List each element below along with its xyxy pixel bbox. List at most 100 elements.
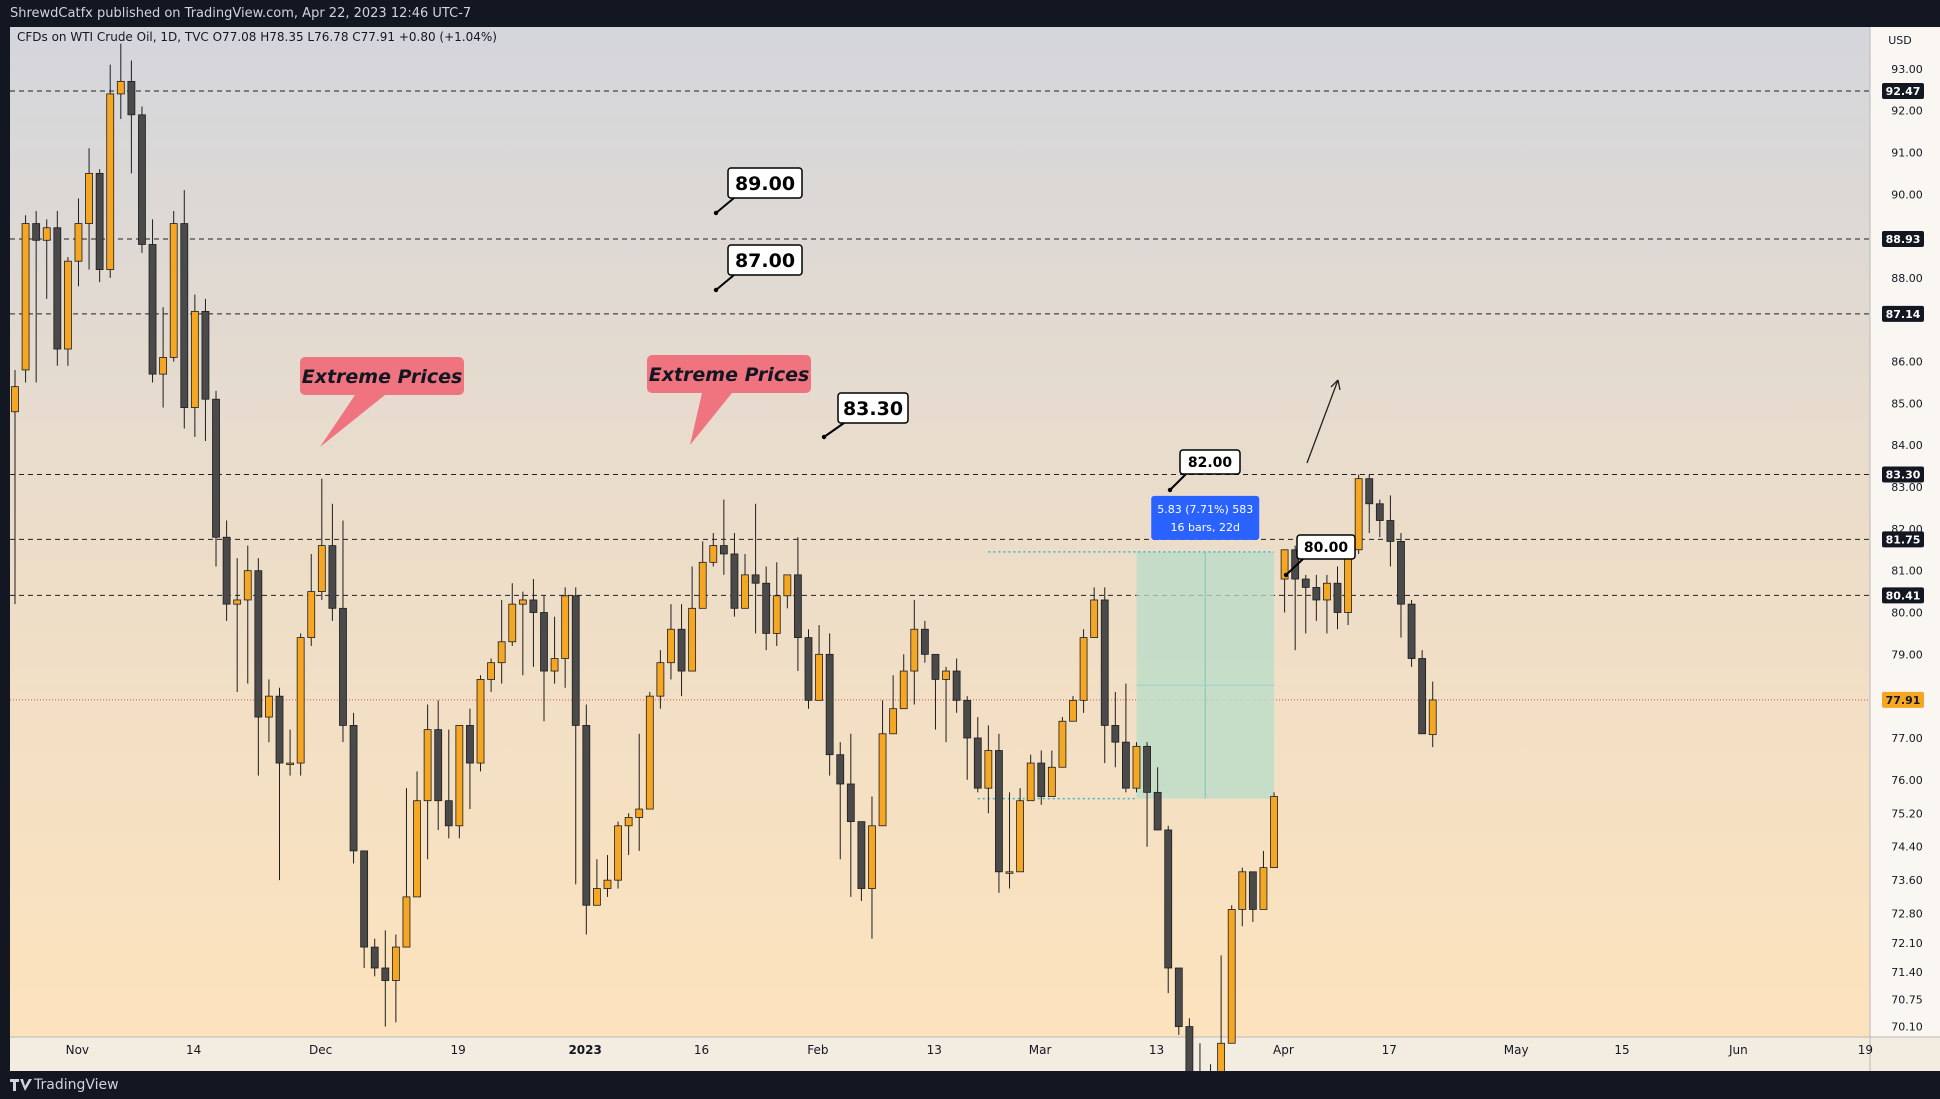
candle-body-87 <box>931 653 940 680</box>
y-tick-5: 88.00 <box>1891 272 1923 285</box>
candle-body-47 <box>508 603 517 643</box>
candle-body-93 <box>995 750 1003 873</box>
y-tick-19: 72.80 <box>1891 908 1923 921</box>
candle-body-88 <box>942 670 950 680</box>
candle-body-44 <box>476 679 485 764</box>
y-tick-7: 85.00 <box>1891 397 1923 410</box>
callout-box-4[interactable] <box>1296 534 1356 560</box>
x-tick-14: Jun <box>1728 1043 1748 1057</box>
candle-body-35 <box>381 967 390 981</box>
candle-8 <box>95 169 104 283</box>
candle-16 <box>180 190 189 429</box>
candle-body-48 <box>518 599 527 605</box>
candle-33 <box>360 850 369 968</box>
candle-body-25 <box>275 695 284 764</box>
callout-pointer-2 <box>823 422 845 438</box>
candle-body-111 <box>1185 1026 1194 1071</box>
candle-body-65 <box>698 561 707 609</box>
candle-18 <box>201 298 210 442</box>
candle-body-9 <box>106 93 115 270</box>
candle-97 <box>1037 750 1046 805</box>
candle-54 <box>582 704 591 935</box>
candle-0 <box>11 369 19 605</box>
candle-body-45 <box>487 662 496 680</box>
candle-85 <box>910 599 919 705</box>
candle-body-83 <box>889 708 898 735</box>
candle-66 <box>709 533 718 567</box>
level-label-4: 81.75 <box>1886 533 1921 546</box>
candle-49 <box>529 579 538 667</box>
time-axis-background <box>10 1037 1940 1071</box>
candle-87 <box>931 653 940 730</box>
candle-73 <box>783 574 792 609</box>
candle-104 <box>1111 691 1120 768</box>
candle-79 <box>846 733 855 897</box>
y-tick-3: 90.00 <box>1891 188 1923 201</box>
candle-45 <box>487 658 496 692</box>
callout-box-3[interactable] <box>1179 449 1241 475</box>
callout-anchor-1 <box>713 287 719 293</box>
candle-100 <box>1069 696 1077 722</box>
candle-95 <box>1016 788 1024 873</box>
candle-body-133 <box>1418 658 1427 735</box>
candle-body-109 <box>1164 829 1173 969</box>
callout-box-1[interactable] <box>727 244 803 276</box>
currency-label: USD <box>1888 34 1912 47</box>
candle-body-24 <box>265 695 273 718</box>
candle-63 <box>677 604 686 697</box>
y-tick-17: 74.40 <box>1891 841 1923 854</box>
candle-body-53 <box>571 595 580 726</box>
y-tick-1: 92.00 <box>1891 105 1923 118</box>
candle-69 <box>741 553 749 609</box>
candle-114 <box>1217 955 1226 1071</box>
tradingview-brand: TradingView <box>34 1077 119 1093</box>
candle-body-125 <box>1333 582 1342 613</box>
tradingview-logo-icon <box>10 1079 32 1091</box>
callout-box-0[interactable] <box>727 167 803 199</box>
candle-110 <box>1174 967 1183 1035</box>
candle-body-118 <box>1259 867 1268 910</box>
candle-body-63 <box>677 628 686 672</box>
candle-body-56 <box>603 879 612 889</box>
candle-body-77 <box>825 653 834 756</box>
candle-body-12 <box>138 114 146 245</box>
last-price-label: 77.91 <box>1886 694 1921 707</box>
x-tick-13: 15 <box>1614 1043 1629 1057</box>
candle-118 <box>1259 850 1268 910</box>
candle-20 <box>222 520 231 621</box>
candle-25 <box>275 687 284 881</box>
candle-body-85 <box>910 628 919 672</box>
callout-box-2[interactable] <box>837 392 909 424</box>
candle-body-105 <box>1122 741 1130 789</box>
candle-103 <box>1100 587 1109 764</box>
y-tick-0: 93.00 <box>1891 63 1923 76</box>
level-label-3: 83.30 <box>1886 468 1921 481</box>
candle-41 <box>444 729 453 839</box>
candle-26 <box>286 729 294 776</box>
level-label-bg-1 <box>1882 231 1924 248</box>
y-tick-15: 76.00 <box>1891 774 1923 787</box>
annotation-box-0[interactable] <box>300 357 464 395</box>
candle-2 <box>32 211 41 383</box>
y-tick-8: 84.00 <box>1891 439 1923 452</box>
annotation-box-1[interactable] <box>647 355 811 393</box>
candle-body-116 <box>1238 871 1247 910</box>
candle-body-95 <box>1016 800 1024 873</box>
candle-70 <box>751 503 760 634</box>
candle-body-89 <box>952 670 961 701</box>
candle-body-97 <box>1037 762 1046 797</box>
candle-body-107 <box>1143 745 1151 793</box>
candle-71 <box>762 566 771 651</box>
y-tick-6: 86.00 <box>1891 356 1923 369</box>
candle-17 <box>190 294 199 437</box>
candle-body-59 <box>635 808 644 818</box>
y-tick-23: 70.10 <box>1891 1021 1923 1034</box>
candle-86 <box>920 620 929 663</box>
candle-129 <box>1375 499 1384 538</box>
x-tick-8: Mar <box>1029 1043 1052 1057</box>
candle-107 <box>1143 742 1151 847</box>
y-tick-16: 75.20 <box>1891 807 1923 820</box>
candle-body-82 <box>878 733 887 827</box>
price-chart[interactable]: 5.83 (7.71%) 583 16 bars, 22d Extreme Pri… <box>0 27 1940 1071</box>
candle-23 <box>254 558 263 776</box>
